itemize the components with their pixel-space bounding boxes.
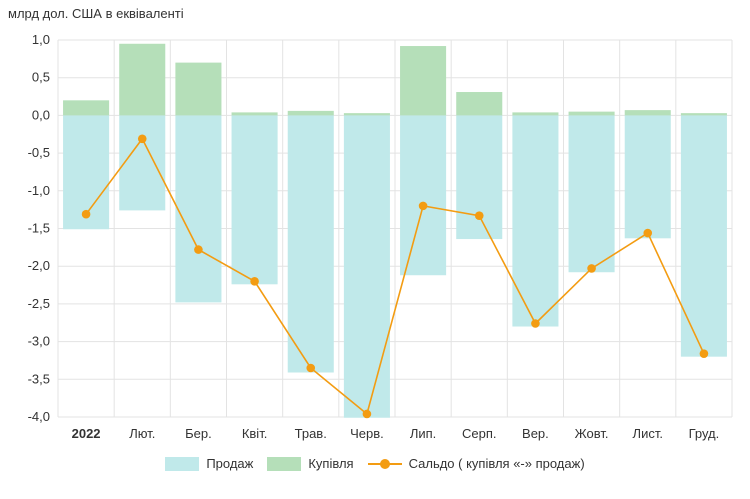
balance-point bbox=[587, 264, 596, 273]
y-tick-label: -2,0 bbox=[28, 258, 50, 273]
y-tick-label: -2,5 bbox=[28, 296, 50, 311]
x-tick-label: Лип. bbox=[410, 426, 436, 441]
x-tick-label: Груд. bbox=[689, 426, 720, 441]
legend-item-sales[interactable]: Продаж bbox=[165, 456, 253, 471]
bar-sales bbox=[175, 115, 222, 303]
balance-point bbox=[474, 211, 484, 220]
y-tick-label: 1,0 bbox=[32, 32, 50, 47]
y-tick-label: 0,0 bbox=[32, 107, 50, 122]
legend-label-sales: Продаж bbox=[206, 456, 254, 471]
bar-purchases bbox=[343, 113, 390, 116]
balance-point bbox=[137, 134, 147, 144]
bar-purchases bbox=[624, 110, 671, 116]
legend: Продаж Купівля Сальдо ( купівля «-» прод… bbox=[0, 456, 750, 471]
bar-sales bbox=[624, 115, 671, 239]
bar-purchases bbox=[680, 113, 727, 116]
balance-point bbox=[194, 245, 203, 254]
legend-item-purchases[interactable]: Купівля bbox=[267, 456, 354, 471]
balance-point bbox=[81, 209, 91, 219]
balance-point bbox=[531, 319, 540, 328]
bar-purchases bbox=[512, 112, 559, 116]
balance-line bbox=[85, 137, 705, 416]
bar-purchases bbox=[456, 92, 503, 116]
x-tick-label: 2022 bbox=[72, 426, 101, 441]
chart-plot-area: 1,0 0,5 0,0 -0,5 -1,0 -1,5 -2,0 -2,5 -3,0 -3,5 -4,… bbox=[28, 32, 733, 441]
balance-point bbox=[362, 409, 372, 419]
x-tick-label: Лют. bbox=[129, 426, 155, 441]
y-tick-label: -0,5 bbox=[28, 145, 50, 160]
legend-swatch-balance bbox=[367, 457, 402, 471]
bar-sales bbox=[287, 115, 334, 373]
x-tick-label: Трав. bbox=[295, 426, 327, 441]
bar-sales bbox=[119, 115, 166, 211]
bar-purchases bbox=[63, 100, 110, 116]
legend-label-balance: Сальдо ( купівля «-» продаж) bbox=[408, 456, 585, 471]
x-tick-label: Серп. bbox=[462, 426, 497, 441]
bar-purchases bbox=[119, 43, 166, 116]
bar-sales bbox=[456, 115, 503, 240]
y-tick-label: -1,5 bbox=[28, 221, 50, 236]
bar-purchases bbox=[568, 111, 615, 116]
y-tick-label: -4,0 bbox=[28, 409, 50, 424]
balance-point bbox=[250, 276, 259, 286]
legend-item-balance[interactable]: Сальдо ( купівля «-» продаж) bbox=[367, 456, 585, 471]
bar-sales bbox=[231, 115, 278, 285]
y-tick-label: -1,0 bbox=[28, 183, 50, 198]
y-axis-unit-label: млрд дол. США в еквіваленті bbox=[8, 6, 184, 21]
x-tick-label: Бер. bbox=[185, 426, 212, 441]
bar-sales bbox=[343, 115, 390, 418]
y-tick-label: -3,0 bbox=[28, 334, 50, 349]
balance-point bbox=[418, 201, 428, 211]
legend-swatch-purchases bbox=[267, 456, 302, 471]
balance-point bbox=[643, 228, 653, 238]
bar-purchases bbox=[231, 112, 278, 116]
x-tick-label: Жовт. bbox=[575, 426, 609, 441]
bar-purchases bbox=[287, 110, 334, 116]
x-tick-label: Вер. bbox=[522, 426, 549, 441]
balance-point bbox=[306, 363, 316, 373]
bar-purchases bbox=[400, 46, 447, 116]
x-tick-label: Лист. bbox=[633, 426, 663, 441]
x-tick-label: Черв. bbox=[350, 426, 384, 441]
legend-swatch-sales bbox=[165, 456, 200, 471]
x-tick-label: Квіт. bbox=[242, 426, 268, 441]
bar-purchases bbox=[175, 62, 222, 116]
bar-sales bbox=[680, 115, 727, 357]
bar-sales bbox=[512, 115, 559, 327]
bar-sales bbox=[568, 115, 615, 273]
y-tick-label: -3,5 bbox=[28, 371, 50, 386]
bar-sales bbox=[400, 115, 447, 276]
legend-label-purchases: Купівля bbox=[308, 456, 354, 471]
balance-point bbox=[699, 349, 709, 358]
y-tick-label: 0,5 bbox=[32, 70, 50, 85]
